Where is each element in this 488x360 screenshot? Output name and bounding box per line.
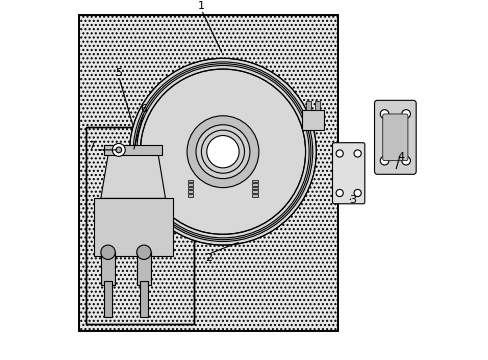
Circle shape [112,143,125,156]
Bar [94,198,172,256]
Bar [79,15,337,331]
Circle shape [129,58,316,245]
Bar [302,111,323,130]
Text: 5: 5 [115,68,122,78]
Circle shape [116,147,122,153]
Circle shape [353,150,361,157]
Bar [79,15,337,331]
Text: 3: 3 [348,195,355,205]
Bar [252,190,258,193]
Circle shape [206,135,239,168]
Circle shape [353,189,361,197]
Circle shape [335,189,343,197]
Circle shape [401,156,409,165]
Bar [86,127,194,324]
Circle shape [137,245,151,260]
Circle shape [401,110,409,118]
Bar [252,194,258,197]
Bar [252,183,258,186]
Bar [305,102,310,111]
Bar [252,180,258,182]
Bar [187,187,193,189]
Text: 1: 1 [198,1,204,11]
Circle shape [335,150,343,157]
Text: 7: 7 [88,141,95,151]
Bar [137,252,151,284]
Bar [140,281,148,317]
Text: 6: 6 [140,104,147,114]
Bar [187,183,193,186]
Bar [103,281,112,317]
Bar [101,252,115,284]
Bar [187,194,193,197]
Circle shape [186,116,258,188]
Bar [252,187,258,189]
Text: 2: 2 [204,253,212,263]
Circle shape [101,245,115,260]
Text: 4: 4 [396,152,404,162]
FancyBboxPatch shape [382,114,407,161]
Polygon shape [101,155,165,198]
Bar [104,144,162,155]
Bar [314,102,319,111]
Bar [187,190,193,193]
Bar [86,127,194,324]
FancyBboxPatch shape [374,100,415,174]
Circle shape [380,110,388,118]
FancyBboxPatch shape [332,143,364,204]
Circle shape [380,156,388,165]
Circle shape [196,125,249,179]
Bar [187,180,193,182]
